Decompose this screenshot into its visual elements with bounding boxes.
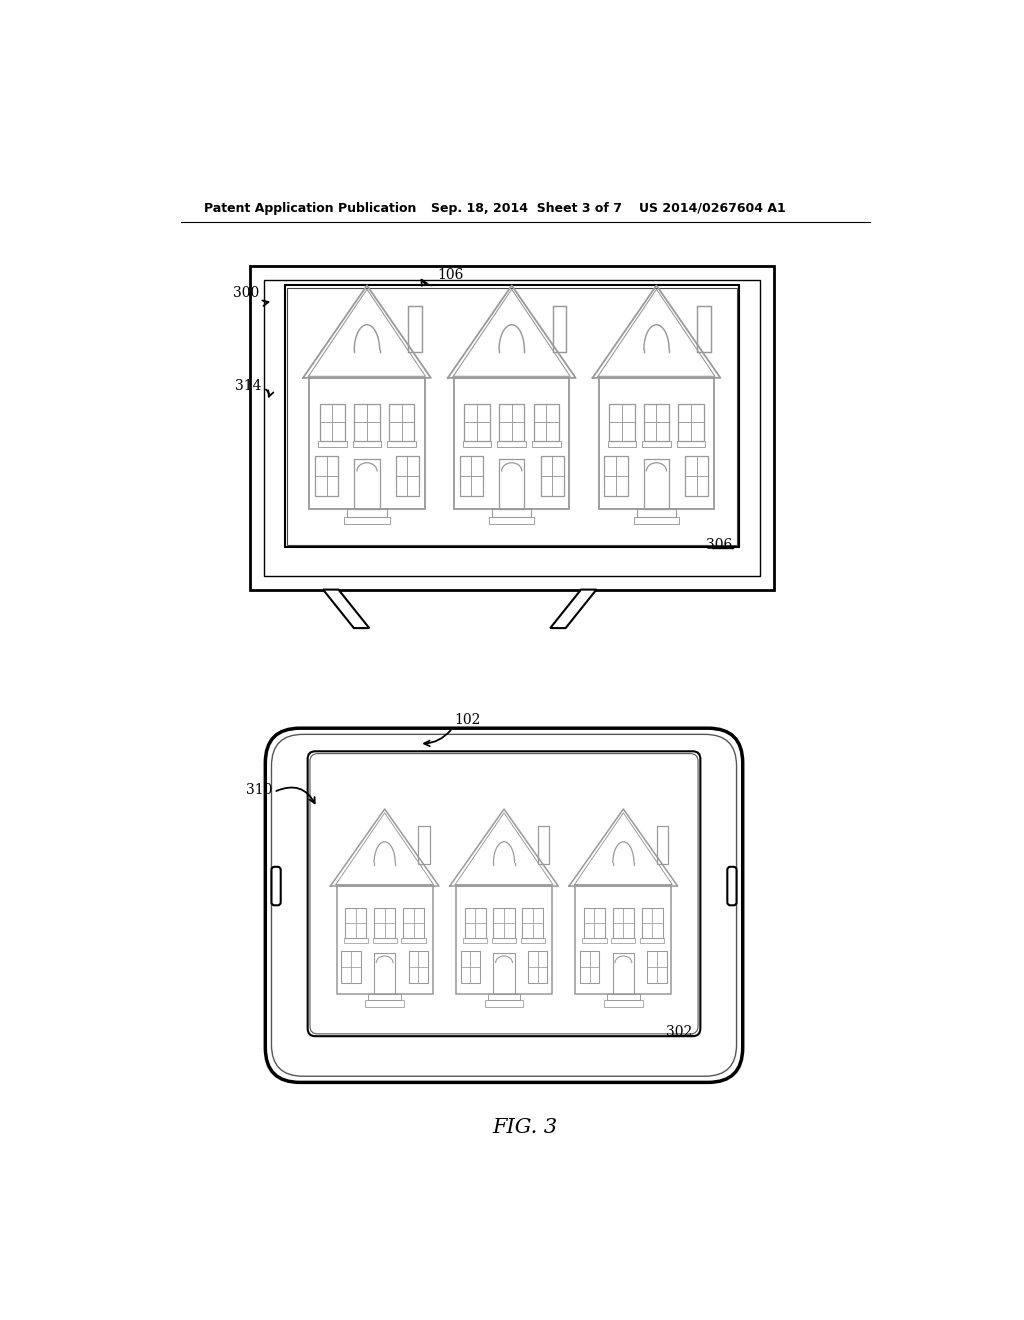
- Bar: [604, 1001, 643, 1007]
- Bar: [612, 953, 634, 994]
- Bar: [553, 306, 566, 352]
- Bar: [285, 285, 739, 548]
- Bar: [494, 953, 515, 994]
- Bar: [319, 404, 345, 441]
- Text: 306: 306: [707, 539, 733, 552]
- Bar: [315, 457, 338, 496]
- Bar: [492, 937, 516, 944]
- Bar: [347, 508, 387, 516]
- FancyBboxPatch shape: [307, 751, 700, 1036]
- Bar: [493, 508, 531, 516]
- Bar: [637, 508, 676, 516]
- Bar: [584, 908, 605, 937]
- Bar: [583, 937, 606, 944]
- Bar: [465, 908, 485, 937]
- Bar: [522, 908, 544, 937]
- Bar: [287, 288, 736, 545]
- Bar: [373, 937, 396, 944]
- Text: 106: 106: [437, 268, 464, 282]
- Bar: [463, 937, 487, 944]
- Bar: [599, 378, 714, 508]
- Bar: [499, 404, 524, 441]
- Bar: [309, 378, 425, 508]
- Bar: [374, 908, 395, 937]
- Bar: [264, 280, 760, 576]
- Bar: [341, 950, 360, 983]
- Bar: [344, 516, 390, 524]
- FancyBboxPatch shape: [265, 729, 742, 1082]
- Bar: [464, 404, 489, 441]
- Bar: [418, 826, 430, 865]
- Bar: [656, 826, 669, 865]
- Bar: [575, 886, 672, 994]
- Bar: [647, 950, 667, 983]
- Bar: [538, 826, 549, 865]
- Bar: [408, 306, 422, 352]
- Bar: [352, 441, 381, 447]
- Bar: [387, 441, 416, 447]
- Bar: [396, 457, 419, 496]
- Bar: [528, 950, 547, 983]
- Bar: [521, 937, 545, 944]
- Bar: [456, 886, 552, 994]
- Text: 102: 102: [454, 714, 480, 727]
- Text: US 2014/0267604 A1: US 2014/0267604 A1: [639, 202, 785, 215]
- Bar: [409, 950, 428, 983]
- Bar: [499, 459, 524, 508]
- Bar: [677, 441, 706, 447]
- Bar: [344, 937, 368, 944]
- Bar: [580, 950, 599, 983]
- Polygon shape: [550, 590, 596, 628]
- FancyBboxPatch shape: [727, 867, 736, 906]
- Polygon shape: [323, 590, 370, 628]
- Bar: [454, 378, 569, 508]
- Bar: [534, 404, 559, 441]
- Bar: [607, 994, 640, 1001]
- Bar: [498, 441, 526, 447]
- Bar: [389, 404, 415, 441]
- Bar: [345, 908, 367, 937]
- Bar: [642, 441, 671, 447]
- Bar: [634, 516, 679, 524]
- Bar: [697, 306, 711, 352]
- Bar: [612, 908, 634, 937]
- Bar: [354, 459, 380, 508]
- Bar: [685, 457, 709, 496]
- Text: Patent Application Publication: Patent Application Publication: [204, 202, 416, 215]
- Bar: [642, 908, 663, 937]
- Bar: [489, 516, 535, 524]
- Bar: [374, 953, 395, 994]
- Bar: [532, 441, 560, 447]
- Bar: [484, 1001, 523, 1007]
- Text: 314: 314: [234, 379, 261, 392]
- Text: Sep. 18, 2014  Sheet 3 of 7: Sep. 18, 2014 Sheet 3 of 7: [431, 202, 622, 215]
- Bar: [318, 441, 346, 447]
- Bar: [369, 994, 401, 1001]
- Text: FIG. 3: FIG. 3: [493, 1118, 557, 1137]
- Bar: [354, 404, 380, 441]
- Bar: [541, 457, 563, 496]
- Bar: [403, 908, 424, 937]
- Bar: [463, 441, 492, 447]
- Bar: [250, 267, 773, 590]
- Bar: [460, 457, 483, 496]
- Bar: [487, 994, 520, 1001]
- Bar: [644, 459, 669, 508]
- Bar: [604, 457, 628, 496]
- Bar: [640, 937, 665, 944]
- Text: 300: 300: [232, 286, 259, 300]
- Bar: [679, 404, 703, 441]
- Bar: [461, 950, 480, 983]
- Bar: [609, 404, 635, 441]
- Bar: [644, 404, 669, 441]
- Bar: [607, 441, 636, 447]
- Bar: [337, 886, 433, 994]
- Text: 310: 310: [246, 783, 272, 797]
- Bar: [494, 908, 515, 937]
- Text: 302: 302: [667, 1024, 692, 1039]
- FancyBboxPatch shape: [271, 867, 281, 906]
- Bar: [401, 937, 426, 944]
- Bar: [611, 937, 636, 944]
- Bar: [366, 1001, 404, 1007]
